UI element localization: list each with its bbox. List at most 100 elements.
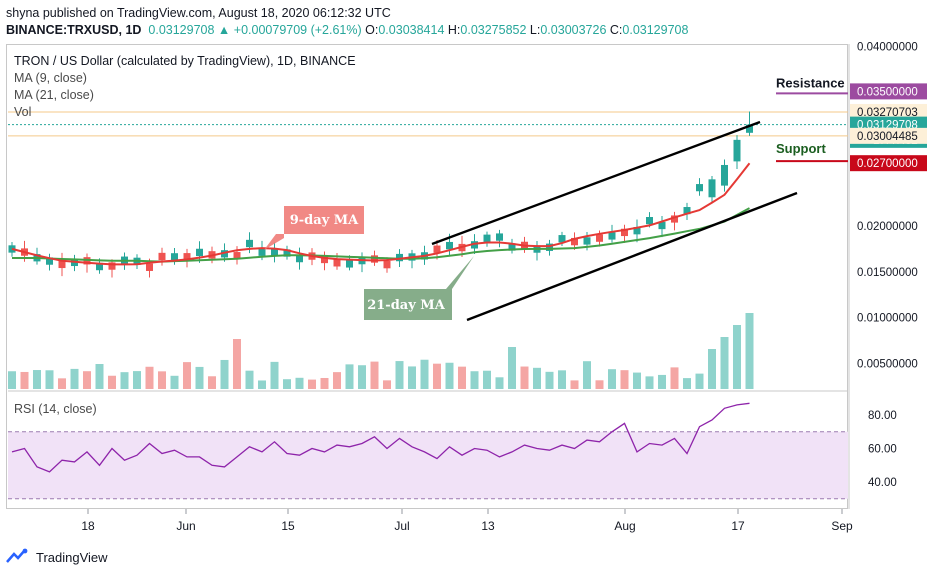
- candle-body: [446, 241, 453, 250]
- volume-bar: [220, 359, 229, 389]
- volume-bar: [595, 380, 604, 389]
- volume-bar: [20, 371, 29, 389]
- volume-bar: [408, 366, 416, 389]
- ma9-line: [11, 162, 751, 266]
- volume-bar: [208, 376, 216, 389]
- time-tick-label: 18: [81, 519, 95, 533]
- candle-body: [546, 243, 553, 251]
- legend-ma9: MA (9, close): [14, 71, 87, 85]
- volume-bar: [383, 380, 391, 389]
- symbol-label: BINANCE:TRXUSD, 1D: [6, 23, 142, 37]
- candle-body: [583, 237, 591, 245]
- volume-bars: [8, 313, 754, 389]
- volume-bar: [283, 379, 291, 389]
- candle-body: [696, 184, 703, 192]
- candle-body: [396, 253, 403, 262]
- high-label: H:: [447, 23, 461, 37]
- high-value: 0.03275852: [460, 23, 527, 37]
- price-tick-label: 0.01000000: [857, 313, 918, 325]
- time-tick-label: Aug: [614, 519, 635, 533]
- volume-bar: [45, 370, 54, 389]
- volume-bar: [258, 380, 266, 389]
- rsi-band: [8, 431, 848, 499]
- ma21-callout-text: 21-day MA: [367, 298, 445, 313]
- volume-bar: [345, 364, 354, 389]
- candle-body: [708, 179, 716, 198]
- rsi-tick-label: 80.00: [868, 410, 897, 422]
- candle-body: [646, 217, 653, 225]
- candle-body: [271, 248, 278, 257]
- channel-lower-line: [466, 191, 798, 322]
- support-label: Support: [776, 141, 826, 156]
- volume-bar: [545, 371, 554, 389]
- price-tick-label: 0.02000000: [857, 221, 918, 233]
- open-label: O:: [365, 23, 379, 37]
- candle-body: [571, 237, 578, 246]
- footer-brand-name: TradingView: [36, 549, 108, 565]
- candle-body: [258, 248, 266, 256]
- low-label: L:: [529, 23, 541, 37]
- chart-frame[interactable]: [6, 44, 848, 509]
- ohlc-line: BINANCE:TRXUSD, 1D 0.03129708 ▲ +0.00079…: [6, 23, 688, 37]
- volume-bar: [295, 377, 304, 389]
- volume-bar: [233, 339, 241, 389]
- volume-bar: [95, 363, 104, 389]
- candle-body: [171, 253, 178, 261]
- price-tick-label: 0.04000000: [857, 42, 918, 54]
- volume-bar: [670, 367, 679, 389]
- candle-body: [471, 241, 478, 249]
- volume-bar: [145, 366, 154, 389]
- volume-bar: [558, 370, 566, 389]
- time-tick-label: Sep: [831, 519, 853, 533]
- volume-bar: [533, 367, 541, 389]
- candle-body: [283, 249, 291, 257]
- low-value: 0.03003726: [540, 23, 607, 37]
- publisher-line: shyna published on TradingView.com, Augu…: [6, 6, 391, 20]
- volume-bar: [733, 325, 741, 389]
- time-tick-label: 13: [481, 519, 495, 533]
- price-badge-label: 0.03270703: [857, 107, 918, 119]
- volume-bar: [195, 366, 204, 389]
- time-tick-label: Jul: [394, 519, 409, 533]
- price-badge: [850, 127, 927, 144]
- volume-bar: [470, 371, 479, 389]
- volume-bar: [620, 370, 629, 389]
- price-badge: [850, 103, 927, 120]
- rsi-line: [11, 402, 750, 473]
- candle-body: [221, 250, 228, 258]
- candle-body: [508, 243, 516, 251]
- volume-bar: [520, 366, 529, 389]
- ma9-callout-text: 9-day MA: [290, 213, 359, 228]
- resistance-label: Resistance: [776, 75, 845, 90]
- volume-bar: [70, 368, 79, 389]
- volume-bar: [120, 372, 129, 389]
- volume-bar: [695, 373, 704, 389]
- candle-body: [733, 139, 741, 162]
- candle-body: [321, 255, 328, 264]
- volume-bar: [245, 370, 254, 389]
- volume-bar: [508, 347, 516, 389]
- price-tick-label: 0.01500000: [857, 267, 918, 279]
- candle-body: [183, 253, 191, 261]
- candle-body: [633, 227, 641, 235]
- volume-bar: [58, 378, 66, 389]
- volume-bar: [495, 377, 504, 389]
- volume-bar: [83, 371, 91, 389]
- candle-body: [558, 235, 566, 243]
- volume-bar: [483, 370, 491, 389]
- legend-rsi: RSI (14, close): [14, 402, 97, 416]
- footer-branding[interactable]: TradingView: [6, 548, 108, 566]
- volume-bar: [358, 365, 366, 389]
- price-badge: [850, 155, 927, 172]
- time-tick-label: Jun: [176, 519, 195, 533]
- volume-bar: [683, 378, 691, 389]
- volume-bar: [183, 362, 191, 389]
- candle-body: [483, 234, 491, 242]
- time-tick-label: 17: [731, 519, 745, 533]
- ma9-callout-box: [264, 206, 364, 250]
- candle-body: [196, 248, 203, 257]
- price-badge: [850, 83, 927, 100]
- volume-bar: [33, 370, 41, 389]
- candle-body: [596, 234, 603, 242]
